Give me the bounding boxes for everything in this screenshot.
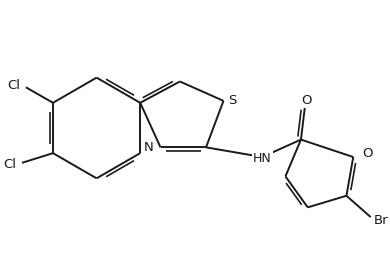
- Text: HN: HN: [253, 152, 271, 165]
- Text: Cl: Cl: [7, 79, 20, 92]
- Text: S: S: [228, 94, 236, 107]
- Text: N: N: [144, 141, 154, 154]
- Text: Cl: Cl: [3, 158, 16, 171]
- Text: O: O: [301, 94, 312, 107]
- Text: O: O: [362, 147, 372, 160]
- Text: Br: Br: [374, 214, 388, 227]
